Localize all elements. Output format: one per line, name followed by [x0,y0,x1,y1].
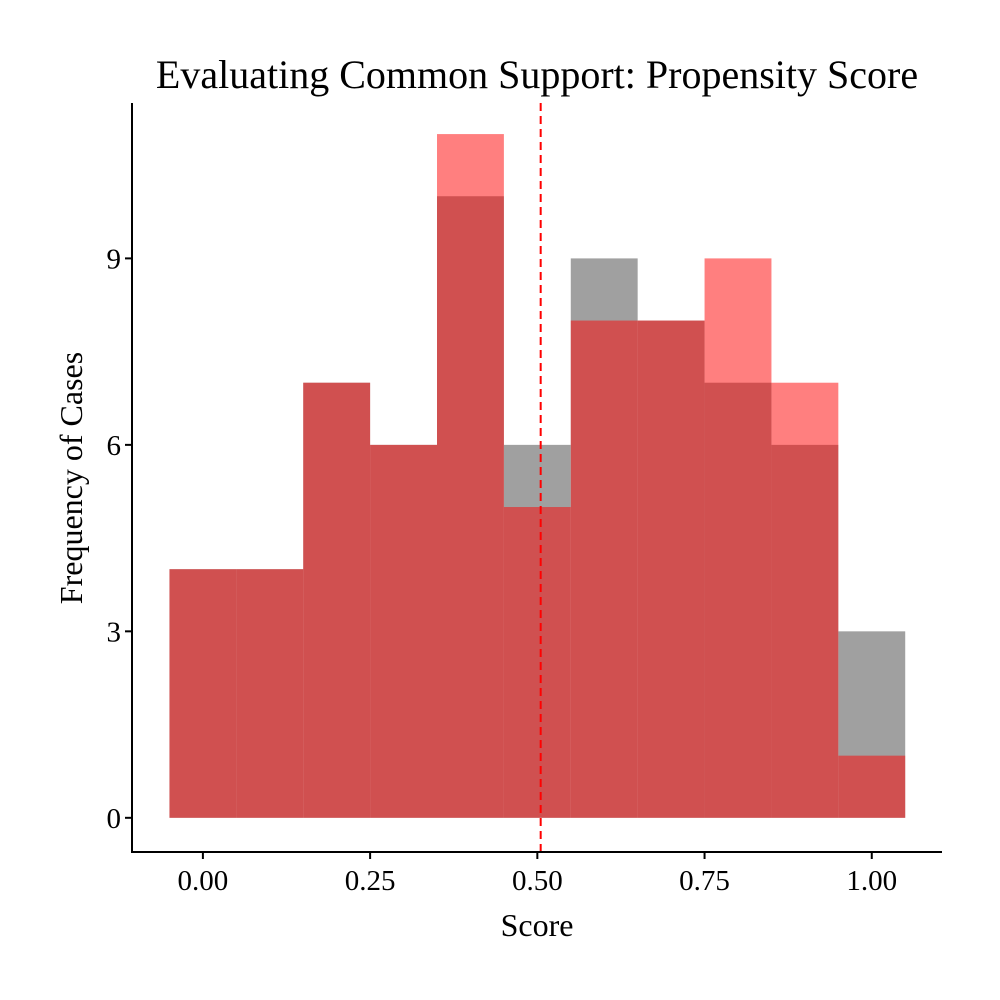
x-tick-label: 0.75 [679,865,730,897]
x-tick-label: 0.25 [345,865,396,897]
x-axis-label: Score [501,907,574,943]
histogram-bar-series-1 [704,258,772,818]
histogram-bar-series-1 [303,382,371,818]
x-tick-label: 0.50 [512,865,563,897]
histogram-bar-series-1 [437,134,504,818]
histogram-bar-series-1 [570,320,638,818]
histogram-bar-series-1 [503,507,571,818]
bars-layer [169,134,906,818]
y-tick-label: 0 [107,803,122,835]
histogram-bar-series-1 [637,320,705,818]
y-tick-label: 3 [107,616,122,648]
y-tick-label: 6 [107,430,122,462]
histogram-bar-series-1 [169,569,237,818]
y-tick-label: 9 [107,243,122,275]
x-ticks: 0.00 0.25 0.50 0.75 1.00 [178,852,897,897]
x-tick-label: 0.00 [178,865,229,897]
y-ticks: 0 3 6 9 [107,243,132,835]
histogram-bar-series-1 [838,755,906,818]
chart-title: Evaluating Common Support: Propensity Sc… [156,52,918,97]
histogram-bar-series-1 [370,444,438,818]
y-axis-label: Frequency of Cases [53,352,89,604]
x-tick-label: 1.00 [846,865,897,897]
histogram-bar-series-1 [236,569,304,818]
histogram-bar-series-1 [771,382,839,818]
